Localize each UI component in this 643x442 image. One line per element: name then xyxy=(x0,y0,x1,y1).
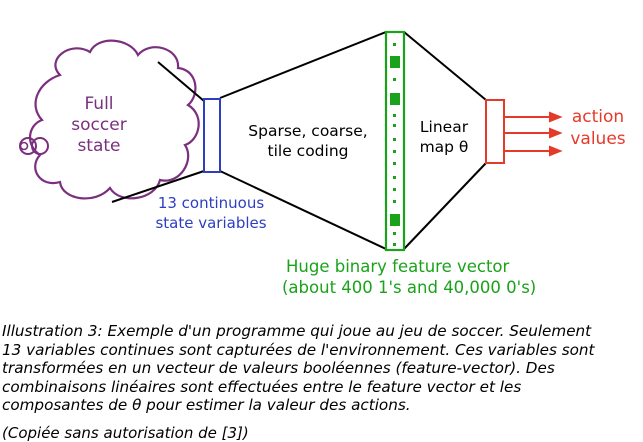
cloud-label-line: Full xyxy=(84,94,114,114)
caption-line: 13 variables continues sont capturées de… xyxy=(2,340,595,359)
feature-vector xyxy=(384,30,406,252)
diagram-canvas xyxy=(19,30,563,252)
figure-caption: Illustration 3: Exemple d'un programme q… xyxy=(2,322,638,415)
action-output xyxy=(485,99,563,164)
feature-vector-label-line: (about 400 1's and 40,000 0's) xyxy=(282,278,537,297)
caption-line: transformées en un vecteur de valeurs bo… xyxy=(2,359,555,378)
linear-map-label-line: Linear xyxy=(419,118,469,136)
state-variables-label-line: 13 continuous xyxy=(157,194,265,212)
feature-vector-label-line: Huge binary feature vector xyxy=(286,257,510,276)
state-variables-box xyxy=(203,98,221,173)
linear-map-label-line: map θ xyxy=(419,138,469,156)
action-values-label-line: action xyxy=(571,107,625,127)
connector-lines xyxy=(111,31,487,250)
tile-coding-label: Sparse, coarse, tile coding xyxy=(238,121,378,161)
cloud-label-line: soccer xyxy=(71,115,127,135)
state-variables-label: 13 continuous state variables xyxy=(146,193,276,233)
cloud-label: Full soccer state xyxy=(64,94,134,157)
caption-line: combinaisons linéaires sont effectuées e… xyxy=(2,377,522,396)
soccer-state-cloud xyxy=(19,39,200,200)
action-values-label-line: values xyxy=(570,129,626,149)
feature-vector-label: Huge binary feature vector (about 400 1'… xyxy=(282,256,572,298)
cloud-label-line: state xyxy=(77,136,121,156)
tile-coding-label-line: Sparse, coarse, xyxy=(248,122,368,140)
caption-line: composantes de θ pour estimer la valeur … xyxy=(2,396,411,415)
linear-map-label: Linear map θ xyxy=(412,117,476,157)
caption-line: Illustration 3: Exemple d'un programme q… xyxy=(2,322,592,340)
caption-credit: (Copiée sans autorisation de [3]) xyxy=(2,424,249,442)
diagram: Full soccer state 13 continuous state va… xyxy=(19,30,634,298)
action-values-label: action values xyxy=(562,106,634,150)
state-variables-label-line: state variables xyxy=(155,214,267,232)
tile-coding-label-line: tile coding xyxy=(267,142,349,160)
